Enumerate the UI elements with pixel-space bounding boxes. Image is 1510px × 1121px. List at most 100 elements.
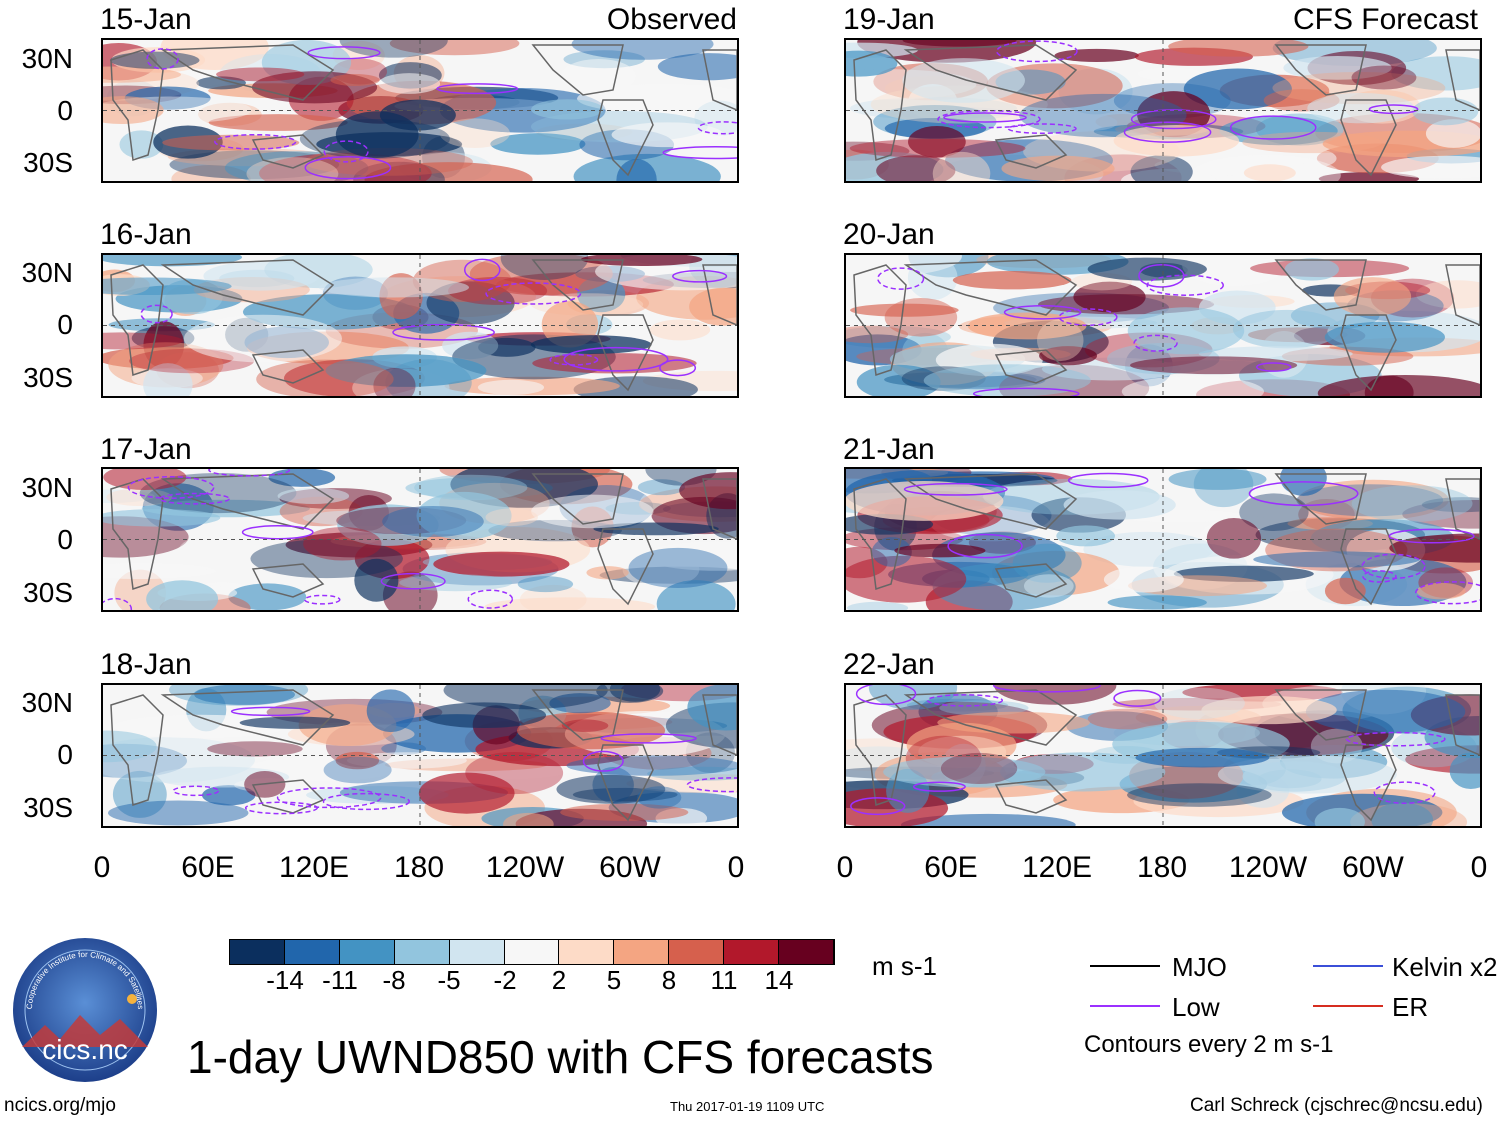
low-contour bbox=[1113, 689, 1162, 707]
wind-anomaly-blob bbox=[418, 772, 515, 814]
low-contour bbox=[1058, 308, 1118, 327]
coastline bbox=[853, 49, 907, 162]
wind-anomaly-blob bbox=[414, 474, 528, 501]
wind-anomaly-blob bbox=[637, 479, 686, 496]
low-contour bbox=[214, 133, 297, 150]
wind-anomaly-blob bbox=[1067, 114, 1118, 131]
wind-anomaly-blob bbox=[932, 151, 991, 181]
lon-label: 120E bbox=[278, 851, 350, 884]
wind-anomaly-blob bbox=[902, 58, 1025, 103]
wind-anomaly-blob bbox=[318, 277, 470, 298]
wind-anomaly-blob bbox=[382, 505, 484, 538]
wind-anomaly-blob bbox=[103, 489, 155, 504]
wind-field bbox=[846, 469, 1480, 610]
coastline bbox=[531, 44, 624, 96]
wind-anomaly-blob bbox=[1243, 164, 1296, 181]
lat-label: 30S bbox=[23, 792, 73, 823]
wind-anomaly-blob bbox=[1063, 490, 1176, 520]
lon-label: 60E bbox=[924, 851, 978, 884]
coastline bbox=[597, 314, 654, 392]
low-contour bbox=[1138, 263, 1185, 288]
wind-anomaly-blob bbox=[477, 379, 545, 396]
lat-label: 30N bbox=[21, 687, 73, 718]
wind-anomaly-blob bbox=[373, 368, 416, 396]
wind-anomaly-blob bbox=[1283, 55, 1392, 80]
wind-anomaly-blob bbox=[1127, 307, 1245, 355]
wind-anomaly-blob bbox=[1039, 346, 1097, 366]
coastline bbox=[531, 259, 624, 311]
map-plot bbox=[844, 38, 1482, 183]
low-contour bbox=[1345, 731, 1446, 747]
wind-anomaly-blob bbox=[846, 555, 967, 603]
low-contour bbox=[303, 594, 341, 605]
wind-anomaly-blob bbox=[107, 800, 249, 826]
low-contour bbox=[995, 40, 1078, 63]
panel-date: 21-Jan bbox=[843, 433, 935, 466]
coastline bbox=[110, 264, 164, 377]
wind-anomaly-blob bbox=[500, 255, 589, 280]
wind-anomaly-blob bbox=[389, 40, 520, 56]
wind-anomaly-blob bbox=[335, 751, 380, 770]
wind-anomaly-blob bbox=[517, 711, 666, 750]
coastline bbox=[160, 473, 335, 530]
colorbar-unit: m s-1 bbox=[872, 951, 937, 981]
wind-anomaly-blob bbox=[1333, 277, 1412, 317]
wind-anomaly-blob bbox=[847, 601, 909, 610]
wind-field bbox=[846, 685, 1480, 826]
panel-date: 15-Jan bbox=[100, 3, 192, 36]
wind-anomaly-blob bbox=[303, 526, 382, 561]
kelvin-legend-label: Kelvin x2 bbox=[1392, 952, 1498, 982]
wind-anomaly-blob bbox=[208, 114, 348, 131]
lon-label: 0 bbox=[93, 851, 111, 884]
colorbar-tick: -11 bbox=[322, 965, 358, 995]
coastline bbox=[597, 99, 654, 177]
low-contour bbox=[276, 787, 382, 809]
coastline bbox=[702, 264, 737, 326]
low-contour bbox=[1373, 781, 1436, 805]
wind-anomaly-blob bbox=[902, 40, 1017, 47]
coastline bbox=[702, 694, 737, 756]
wind-anomaly-blob bbox=[846, 481, 1004, 521]
colorbar-swatch bbox=[284, 940, 340, 964]
wind-anomaly-blob bbox=[1412, 97, 1479, 126]
coastline bbox=[853, 264, 907, 377]
lon-label: 0 bbox=[1470, 851, 1488, 884]
lon-label: 0 bbox=[836, 851, 854, 884]
wind-anomaly-blob bbox=[599, 566, 737, 584]
wind-field bbox=[103, 40, 737, 181]
low-contour bbox=[600, 733, 697, 744]
wind-anomaly-blob bbox=[577, 83, 737, 114]
colorbar-swatch bbox=[614, 940, 670, 964]
wind-anomaly-blob bbox=[1314, 807, 1365, 826]
wind-anomaly-blob bbox=[1281, 148, 1337, 169]
wind-anomaly-blob bbox=[908, 125, 966, 158]
kelvin-legend-line bbox=[1313, 965, 1383, 967]
wind-anomaly-blob bbox=[146, 580, 219, 610]
wind-anomaly-blob bbox=[103, 509, 221, 527]
low-contour bbox=[850, 797, 906, 816]
wind-field bbox=[103, 469, 737, 610]
colorbar-tick: 14 bbox=[764, 965, 794, 995]
wind-anomaly-blob bbox=[967, 312, 1087, 340]
wind-anomaly-blob bbox=[1317, 375, 1480, 396]
lat-label: 0 bbox=[57, 309, 73, 340]
wind-anomaly-blob bbox=[1135, 747, 1270, 768]
wind-anomaly-blob bbox=[560, 58, 636, 94]
lat-label: 30N bbox=[21, 43, 73, 74]
wind-anomaly-blob bbox=[900, 813, 1076, 826]
coastline bbox=[531, 689, 624, 741]
low-contour bbox=[140, 304, 173, 324]
wind-anomaly-blob bbox=[1415, 280, 1480, 309]
coastline bbox=[853, 478, 907, 591]
low-contour bbox=[392, 323, 495, 341]
lon-label: 180 bbox=[393, 851, 445, 884]
wind-anomaly-blob bbox=[1402, 500, 1480, 529]
wind-anomaly-blob bbox=[1103, 566, 1184, 593]
lat-label: 30N bbox=[21, 257, 73, 288]
low-contour bbox=[1229, 115, 1317, 140]
wind-anomaly-blob bbox=[1201, 695, 1337, 725]
low-contour bbox=[686, 777, 737, 793]
wind-anomaly-blob bbox=[1416, 582, 1466, 600]
wind-anomaly-blob bbox=[323, 756, 392, 784]
contour-interval-note: Contours every 2 m s-1 bbox=[1084, 1031, 1334, 1058]
